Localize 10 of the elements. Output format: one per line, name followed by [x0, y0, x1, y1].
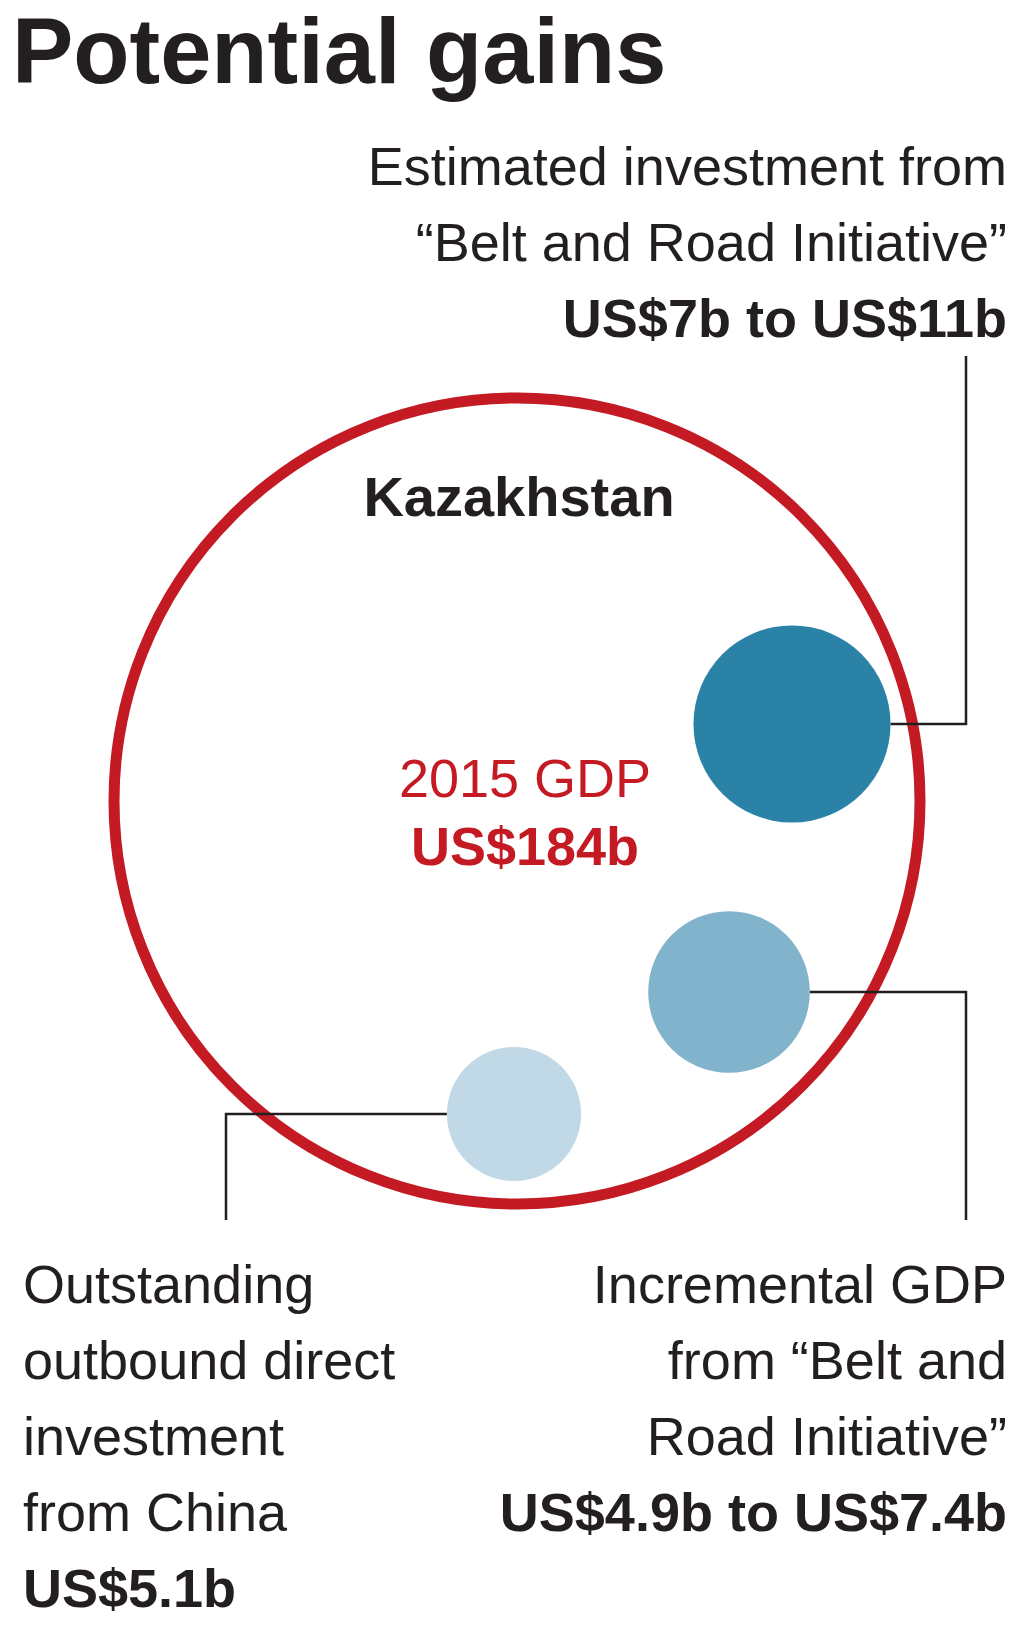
data-label: US$7b to US$11b [562, 288, 1007, 348]
category-label: Incremental GDP from “Belt and Road Initiative” [592, 1254, 1007, 1466]
category-label: Outstanding outbound direct investment from China [23, 1254, 396, 1542]
text: Kazakhstan [363, 465, 675, 528]
data-label: US$184b [410, 816, 640, 876]
data-label: US$5.1b [23, 1558, 237, 1618]
category-label: Estimated investment from “Belt and Road Initiative” [367, 136, 1007, 272]
text: Potential gains [12, 0, 667, 102]
category-label: 2015 GDP [398, 748, 652, 808]
data-label: US$4.9b to US$7.4b [499, 1482, 1007, 1542]
